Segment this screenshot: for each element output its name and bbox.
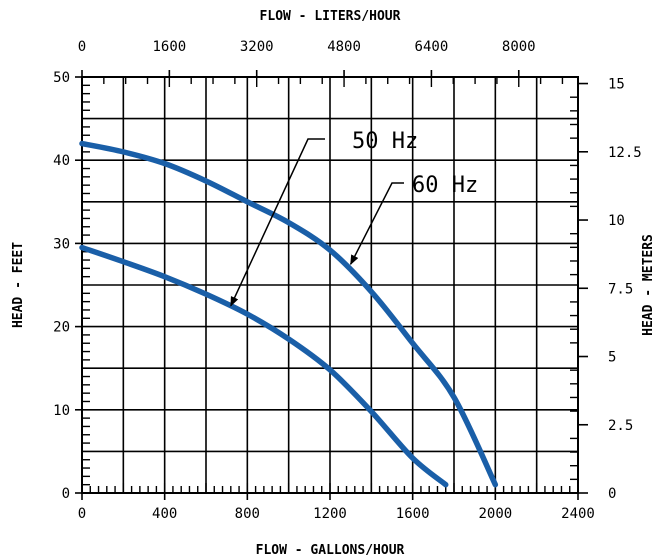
y2-tick-label: 7.5 — [608, 281, 633, 297]
x2-tick-label: 3200 — [240, 39, 274, 55]
annotation-50-hz-label: 50 Hz — [352, 129, 418, 154]
y-axis-title-right: HEAD - METERS — [641, 234, 656, 336]
series-line-60-hz — [79, 140, 499, 488]
y2-tick-label: 5 — [608, 350, 616, 366]
annotation-50-hz-arrow — [230, 138, 325, 307]
annotation-60-hz-label: 60 Hz — [412, 173, 478, 198]
x2-tick-label: 6400 — [415, 39, 449, 55]
x-tick-label: 2000 — [478, 506, 512, 522]
y-tick-label: 10 — [53, 403, 70, 419]
x-tick-label: 400 — [152, 506, 177, 522]
annotations: 50 Hz 60 Hz — [230, 129, 478, 307]
grid — [82, 77, 578, 493]
y2-tick-label: 0 — [608, 486, 616, 502]
x-axis-title-top: FLOW - LITERS/HOUR — [260, 9, 401, 24]
x-tick-label: 2400 — [561, 506, 595, 522]
y2-tick-label: 12.5 — [608, 145, 642, 161]
x-tick-label: 800 — [235, 506, 260, 522]
axis-ticks — [75, 70, 588, 500]
x2-tick-label: 4800 — [327, 39, 361, 55]
series-lines — [79, 140, 499, 488]
x-axis-title-bottom: FLOW - GALLONS/HOUR — [256, 543, 405, 558]
x2-tick-label: 1600 — [152, 39, 186, 55]
y-tick-label: 50 — [53, 70, 70, 86]
x-tick-label: 1200 — [313, 506, 347, 522]
y-tick-label: 20 — [53, 320, 70, 336]
y-tick-label: 30 — [53, 236, 70, 252]
y-axis-title-left: HEAD - FEET — [11, 242, 26, 328]
y2-tick-label: 15 — [608, 77, 625, 93]
y2-tick-label: 10 — [608, 213, 625, 229]
y-tick-label: 0 — [62, 486, 70, 502]
x-tick-label: 1600 — [396, 506, 430, 522]
y2-tick-label: 2.5 — [608, 418, 633, 434]
x2-tick-label: 8000 — [502, 39, 536, 55]
annotation-60-hz-arrow — [349, 182, 404, 266]
x-tick-label: 0 — [78, 506, 86, 522]
plot-frame — [81, 76, 579, 494]
y-tick-label: 40 — [53, 153, 70, 169]
series-line-50-hz — [79, 244, 449, 488]
x2-tick-label: 0 — [78, 39, 86, 55]
